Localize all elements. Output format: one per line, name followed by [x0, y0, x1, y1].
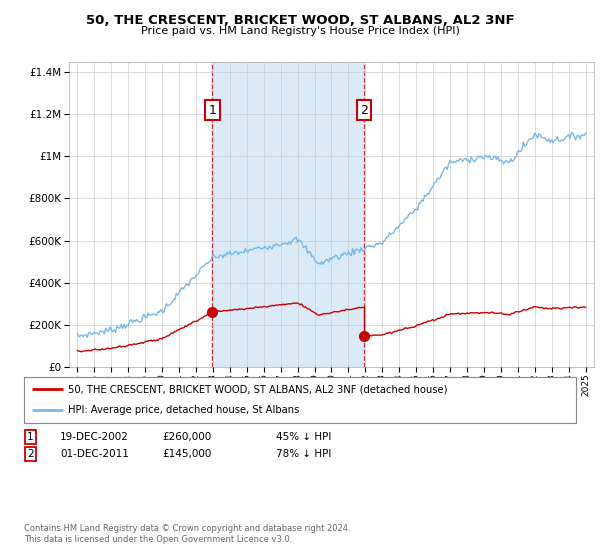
- Text: 50, THE CRESCENT, BRICKET WOOD, ST ALBANS, AL2 3NF (detached house): 50, THE CRESCENT, BRICKET WOOD, ST ALBAN…: [68, 384, 448, 394]
- Text: 50, THE CRESCENT, BRICKET WOOD, ST ALBANS, AL2 3NF: 50, THE CRESCENT, BRICKET WOOD, ST ALBAN…: [86, 14, 514, 27]
- Text: 1: 1: [27, 432, 34, 442]
- Text: £260,000: £260,000: [162, 432, 211, 442]
- Text: £145,000: £145,000: [162, 449, 211, 459]
- Text: This data is licensed under the Open Government Licence v3.0.: This data is licensed under the Open Gov…: [24, 535, 292, 544]
- Text: Contains HM Land Registry data © Crown copyright and database right 2024.: Contains HM Land Registry data © Crown c…: [24, 524, 350, 533]
- Text: 01-DEC-2011: 01-DEC-2011: [60, 449, 129, 459]
- Text: 78% ↓ HPI: 78% ↓ HPI: [276, 449, 331, 459]
- Text: 2: 2: [27, 449, 34, 459]
- Text: 19-DEC-2002: 19-DEC-2002: [60, 432, 129, 442]
- Text: Price paid vs. HM Land Registry's House Price Index (HPI): Price paid vs. HM Land Registry's House …: [140, 26, 460, 36]
- Text: HPI: Average price, detached house, St Albans: HPI: Average price, detached house, St A…: [68, 405, 299, 416]
- Text: 1: 1: [209, 104, 217, 116]
- Text: 45% ↓ HPI: 45% ↓ HPI: [276, 432, 331, 442]
- Text: 2: 2: [360, 104, 368, 116]
- Bar: [212, 62, 364, 367]
